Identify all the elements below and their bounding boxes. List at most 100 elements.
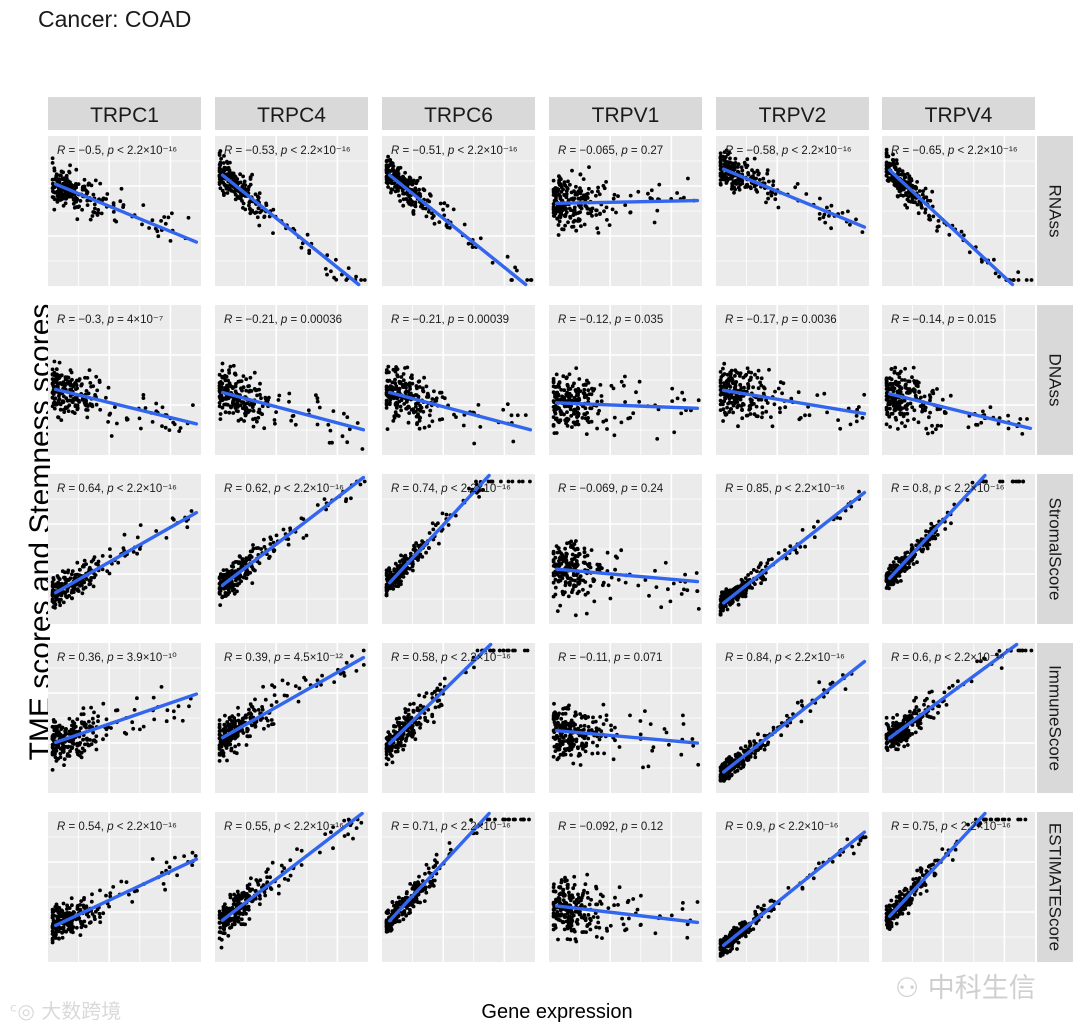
data-point xyxy=(401,174,405,179)
data-point xyxy=(163,425,168,430)
data-point xyxy=(719,594,723,599)
data-point xyxy=(608,596,613,601)
data-point xyxy=(904,193,908,197)
data-point xyxy=(739,165,744,170)
data-point xyxy=(245,401,249,406)
data-point xyxy=(923,186,928,191)
data-point xyxy=(230,714,235,718)
correlation-annotation: R = −0.12, p = 0.035 xyxy=(558,314,663,326)
data-point xyxy=(728,156,732,161)
data-point xyxy=(728,385,733,389)
data-point xyxy=(299,245,304,250)
data-point xyxy=(93,573,98,577)
data-point xyxy=(889,377,894,382)
data-point xyxy=(106,385,111,390)
r-symbol: R xyxy=(558,483,566,495)
data-point xyxy=(68,749,72,753)
data-point xyxy=(163,221,168,226)
r-symbol: R xyxy=(224,652,232,664)
data-point xyxy=(266,723,271,728)
data-point xyxy=(887,164,891,169)
data-point xyxy=(328,428,333,433)
data-point xyxy=(723,382,728,386)
data-point xyxy=(906,379,910,384)
data-point xyxy=(239,194,244,198)
data-point xyxy=(666,587,670,592)
data-point xyxy=(225,758,229,763)
data-point xyxy=(752,402,756,406)
data-point xyxy=(558,213,563,218)
data-point xyxy=(761,176,766,181)
data-point xyxy=(89,705,93,710)
data-point xyxy=(56,756,61,761)
data-point xyxy=(594,208,599,213)
data-point xyxy=(935,229,939,233)
data-point xyxy=(553,187,558,191)
data-point xyxy=(566,387,571,392)
data-point xyxy=(384,402,389,407)
data-point xyxy=(248,549,253,554)
data-point xyxy=(55,745,60,750)
data-point xyxy=(430,419,435,424)
data-point xyxy=(924,426,929,431)
data-point xyxy=(437,541,441,546)
data-point xyxy=(101,196,106,201)
data-point xyxy=(315,396,320,401)
data-point xyxy=(384,406,389,410)
data-point xyxy=(77,567,82,572)
data-point xyxy=(555,390,560,395)
data-point xyxy=(88,724,92,729)
data-point xyxy=(301,536,306,540)
data-point xyxy=(245,734,250,739)
data-point xyxy=(385,577,389,581)
r-symbol: R xyxy=(891,145,899,157)
data-point xyxy=(920,192,925,197)
data-point xyxy=(740,181,745,186)
data-point xyxy=(85,415,90,420)
data-point xyxy=(587,186,591,191)
data-point xyxy=(921,189,925,194)
data-point xyxy=(101,737,105,742)
data-point xyxy=(848,422,853,427)
data-point xyxy=(384,368,389,372)
data-point xyxy=(223,738,227,743)
data-point xyxy=(619,379,624,384)
data-point xyxy=(86,404,90,408)
data-point xyxy=(231,363,236,368)
data-point xyxy=(277,393,282,398)
data-point xyxy=(727,150,732,155)
column-strips: TRPC1 TRPC4 TRPC6 TRPV1 TRPV2 TRPV4 xyxy=(48,97,1035,130)
data-point xyxy=(556,562,561,567)
data-point xyxy=(576,577,581,581)
panel-trpc4-rnass: R = −0.53, p < 2.2×10⁻¹⁶ xyxy=(215,136,368,287)
data-point xyxy=(577,377,582,381)
panel-trpv2-stromalscore: R = 0.85, p < 2.2×10⁻¹⁶ xyxy=(716,474,869,624)
data-point xyxy=(897,559,901,563)
data-point xyxy=(733,161,738,165)
data-point xyxy=(604,205,609,210)
data-point xyxy=(812,535,817,540)
data-point xyxy=(936,219,941,223)
data-point xyxy=(472,441,477,446)
data-point xyxy=(90,214,95,218)
data-point xyxy=(274,700,279,704)
data-point xyxy=(53,177,58,182)
data-point xyxy=(262,214,267,219)
data-point xyxy=(903,551,908,556)
panel-trpv4-rnass: R = −0.65, p < 2.2×10⁻¹⁶ xyxy=(882,136,1035,287)
data-point xyxy=(414,404,418,409)
data-point xyxy=(736,602,741,607)
data-point xyxy=(305,232,310,237)
data-point xyxy=(256,206,261,211)
data-point xyxy=(107,571,112,576)
data-point xyxy=(724,175,728,179)
data-point xyxy=(390,380,395,385)
data-point xyxy=(588,207,592,212)
data-point xyxy=(404,178,409,183)
data-point xyxy=(412,178,416,183)
data-point xyxy=(72,205,77,210)
data-point xyxy=(64,396,69,401)
data-point xyxy=(52,166,57,171)
data-point xyxy=(564,189,569,193)
data-point xyxy=(442,201,447,206)
